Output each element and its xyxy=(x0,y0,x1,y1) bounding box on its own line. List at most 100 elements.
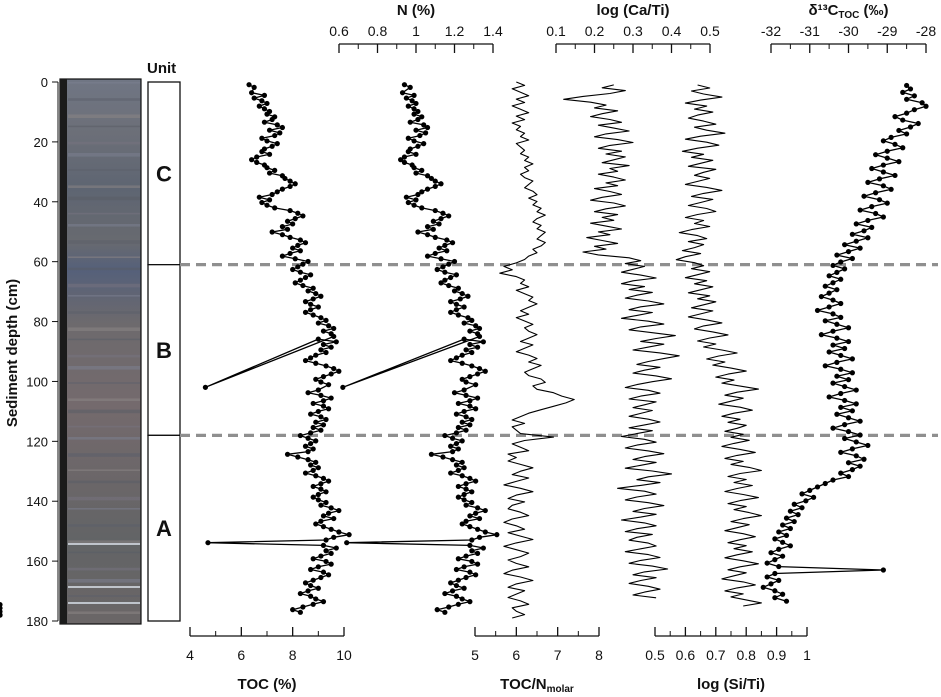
n-point xyxy=(421,141,427,147)
d13c-point xyxy=(892,141,898,147)
d13c-point xyxy=(876,176,883,182)
n-point xyxy=(413,127,419,133)
n-point xyxy=(459,596,465,602)
d13c-point xyxy=(822,480,828,487)
d13c-point xyxy=(842,266,848,272)
d13c-tick-label: -29 xyxy=(877,23,897,39)
toc-point xyxy=(264,202,270,208)
toc-point xyxy=(297,277,303,283)
n-point xyxy=(469,548,475,554)
d13c-point xyxy=(911,93,917,99)
d13c-point xyxy=(853,221,859,227)
toc-point xyxy=(274,122,280,128)
d13c-point xyxy=(915,120,921,127)
n-point xyxy=(465,315,471,321)
core-band xyxy=(68,338,140,341)
cati-tick-label: 0.1 xyxy=(546,23,566,39)
toc-point xyxy=(323,558,329,565)
toc-point xyxy=(302,357,309,364)
n-point xyxy=(467,341,473,348)
n-point xyxy=(442,432,448,439)
toc-point xyxy=(300,213,306,219)
d13c-point xyxy=(838,390,844,397)
d13c-point xyxy=(857,207,863,213)
d13c-point xyxy=(776,529,782,535)
toc-point xyxy=(264,111,270,117)
core-band xyxy=(68,153,140,157)
core-band xyxy=(68,295,140,297)
tocn-tick-label: 7 xyxy=(554,647,562,663)
n-point xyxy=(432,234,438,240)
toc-point xyxy=(336,368,342,374)
n-point xyxy=(449,457,456,463)
n-point xyxy=(411,165,417,171)
toc-point xyxy=(302,309,309,315)
n-point xyxy=(453,593,460,599)
toc-point xyxy=(308,566,314,573)
d13c-point xyxy=(845,460,852,466)
n-point xyxy=(459,473,465,479)
n-point xyxy=(469,489,475,495)
d13c-point xyxy=(799,505,805,511)
toc-point xyxy=(318,379,324,385)
d13c-point xyxy=(768,550,774,556)
d13c-point xyxy=(880,169,886,175)
toc-point xyxy=(315,491,321,498)
toc-point xyxy=(346,532,352,538)
n-point xyxy=(455,483,461,490)
d13c-point xyxy=(849,255,855,262)
toc-point xyxy=(308,307,314,313)
n-point xyxy=(455,577,461,583)
unit-label: A xyxy=(156,516,172,541)
d13c-tick-label: -30 xyxy=(838,23,858,39)
toc-point xyxy=(315,585,321,591)
siti-series-line xyxy=(675,84,762,607)
n-point xyxy=(469,317,475,323)
toc-point xyxy=(302,274,309,281)
toc-point xyxy=(336,507,342,514)
d13c-series-line xyxy=(762,85,927,602)
d13c-point xyxy=(907,124,914,130)
core-band xyxy=(68,141,140,145)
n-point xyxy=(453,272,460,278)
toc-point xyxy=(318,392,324,398)
unit-box xyxy=(147,81,181,266)
d13c-point xyxy=(853,439,859,445)
toc-point xyxy=(318,414,324,420)
toc-point xyxy=(326,510,332,516)
n-point xyxy=(401,159,408,165)
n-point xyxy=(475,395,481,401)
d13c-point xyxy=(842,242,848,248)
d13c-point xyxy=(904,131,910,137)
toc-point xyxy=(323,416,329,423)
toc-point xyxy=(261,92,268,98)
core-band xyxy=(68,567,140,571)
toc-point xyxy=(313,438,319,444)
d13c-point xyxy=(814,484,821,490)
toc-point xyxy=(323,317,329,323)
n-point xyxy=(453,307,460,313)
toc-point xyxy=(292,216,298,222)
n-point xyxy=(465,293,471,299)
toc-point xyxy=(315,465,321,471)
d13c-point xyxy=(826,394,832,400)
n-point xyxy=(467,328,473,334)
n-point xyxy=(459,360,465,366)
d13c-point xyxy=(845,248,852,255)
depth-tick-label: 40 xyxy=(34,195,48,210)
n-point xyxy=(475,505,481,511)
n-point xyxy=(432,183,438,190)
depth-tick-label: 20 xyxy=(34,135,48,150)
toc-point xyxy=(287,207,293,214)
toc-point xyxy=(295,210,301,216)
n-point xyxy=(432,250,438,257)
d13c-point xyxy=(764,560,770,566)
toc-point xyxy=(305,390,311,396)
d13c-point xyxy=(904,110,910,116)
tocn-axis-title: TOC/Nmolar xyxy=(500,676,574,695)
d13c-point xyxy=(834,252,840,258)
n-point xyxy=(399,90,406,96)
d13c-point xyxy=(873,190,879,196)
n-point xyxy=(463,427,469,433)
n-point xyxy=(480,339,486,345)
